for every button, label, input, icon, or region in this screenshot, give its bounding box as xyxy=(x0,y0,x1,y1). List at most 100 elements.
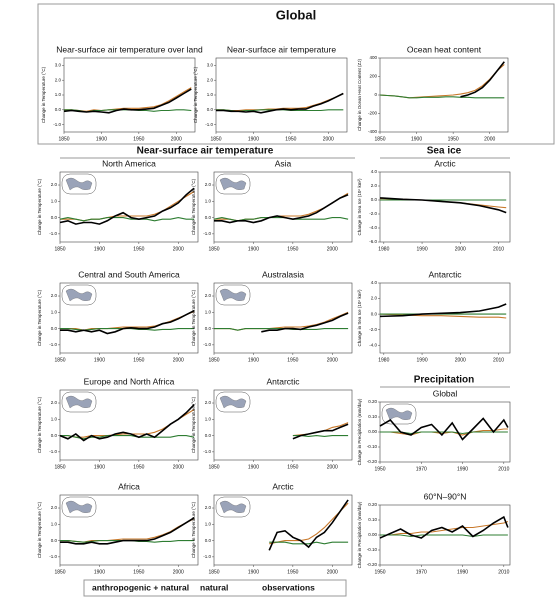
panel-title: Arctic xyxy=(272,481,294,491)
y-tick-label: -2.0 xyxy=(369,211,377,216)
series-line xyxy=(216,92,344,114)
y-tick-label: 1.0 xyxy=(51,309,58,314)
series-line xyxy=(60,517,195,545)
series-line xyxy=(379,417,509,441)
panel-title: Ocean heat content xyxy=(407,44,482,54)
region-map-land xyxy=(219,500,247,514)
y-axis-label: Change in Sea Ice (10⁶ km²) xyxy=(357,178,362,235)
y-tick-label: 3.0 xyxy=(55,63,62,68)
panel-title: Near-surface air temperature over land xyxy=(56,44,203,54)
x-tick-label: 1850 xyxy=(54,569,65,575)
x-tick-label: 2010 xyxy=(498,466,509,472)
panel-title: North America xyxy=(102,158,156,168)
y-axis-label: Change in Temperature (°C) xyxy=(191,396,196,453)
y-tick-label: 2.0 xyxy=(371,183,378,188)
x-tick-label: 1990 xyxy=(416,246,427,252)
y-tick-label: 2.0 xyxy=(371,296,378,301)
y-tick-label: 1.0 xyxy=(55,92,62,97)
plot-frame xyxy=(215,57,348,133)
y-tick-label: -1.0 xyxy=(49,554,57,559)
panel-title: Europe and North Africa xyxy=(84,376,175,386)
y-tick-label: -0.10 xyxy=(367,547,378,552)
y-axis-label: Change in Temperature (°C) xyxy=(37,396,42,453)
x-tick-label: 1950 xyxy=(374,569,385,575)
y-tick-label: 2.0 xyxy=(51,505,58,510)
panel-title: Near-surface air temperature xyxy=(227,44,336,54)
series-line xyxy=(460,61,505,98)
x-tick-label: 1950 xyxy=(285,136,296,142)
x-tick-label: 2000 xyxy=(327,569,338,575)
x-tick-label: 1950 xyxy=(287,246,298,252)
x-tick-label: 1970 xyxy=(416,569,427,575)
y-tick-label: 0.00 xyxy=(368,429,377,434)
x-tick-label: 1850 xyxy=(54,464,65,470)
x-tick-label: 2010 xyxy=(493,246,504,252)
y-axis-label: Change in Temperature (°C) xyxy=(41,66,46,123)
y-tick-label: 0 xyxy=(374,92,377,97)
x-tick-label: 1950 xyxy=(133,569,144,575)
y-tick-label: 0.0 xyxy=(371,197,378,202)
x-tick-label: 1950 xyxy=(133,357,144,363)
x-tick-label: 1950 xyxy=(287,569,298,575)
y-axis-label: Change in Temperature (°C) xyxy=(191,501,196,558)
region-map-land xyxy=(219,177,247,191)
x-tick-label: 2000 xyxy=(327,357,338,363)
y-tick-label: 0.0 xyxy=(55,107,62,112)
y-axis-label: Change in Temperature (°C) xyxy=(37,178,42,235)
panel-title: Arctic xyxy=(434,158,456,168)
legend-label: anthropogenic + natural xyxy=(92,582,189,592)
x-tick-label: 1850 xyxy=(208,569,219,575)
y-tick-label: -1.0 xyxy=(205,122,213,127)
y-tick-label: 2.0 xyxy=(205,400,212,405)
y-tick-label: -0.20 xyxy=(367,562,378,567)
y-tick-label: 0.10 xyxy=(368,414,377,419)
plot-frame xyxy=(63,57,196,133)
x-tick-label: 2010 xyxy=(493,357,504,363)
y-axis-label: Change in Temperature (°C) xyxy=(37,501,42,558)
y-tick-label: 200 xyxy=(369,74,377,79)
y-tick-label: -6.0 xyxy=(369,239,377,244)
y-tick-label: 1.0 xyxy=(207,92,214,97)
panel-title: 60°N–90°N xyxy=(424,491,467,501)
x-tick-label: 1900 xyxy=(94,569,105,575)
y-tick-label: 4.0 xyxy=(371,280,378,285)
x-tick-label: 1950 xyxy=(287,464,298,470)
y-tick-label: 0.10 xyxy=(368,517,377,522)
y-tick-label: -0.10 xyxy=(367,444,378,449)
y-axis-label: Change in Ocean Heat Content (ZJ) xyxy=(357,58,362,131)
y-tick-label: 0.0 xyxy=(371,311,378,316)
y-tick-label: 2.0 xyxy=(55,77,62,82)
y-tick-label: 2.0 xyxy=(205,505,212,510)
y-tick-label: -1.0 xyxy=(49,449,57,454)
y-tick-label: 0.0 xyxy=(51,215,58,220)
region-map-land xyxy=(219,395,247,409)
series-line xyxy=(63,88,192,114)
y-tick-label: 0.0 xyxy=(205,433,212,438)
region-map-land xyxy=(65,288,93,302)
panel-title: Australasia xyxy=(262,269,304,279)
x-tick-label: 1950 xyxy=(133,464,144,470)
y-tick-label: 2.0 xyxy=(51,293,58,298)
panel-title: Global xyxy=(433,388,458,398)
y-tick-label: -1.0 xyxy=(49,342,57,347)
heading: Sea ice xyxy=(427,146,462,157)
x-tick-label: 1900 xyxy=(94,246,105,252)
x-tick-label: 1900 xyxy=(96,136,107,142)
y-tick-label: -200 xyxy=(368,111,378,116)
x-tick-label: 2000 xyxy=(455,357,466,363)
legend-label: observations xyxy=(262,582,315,592)
y-tick-label: -1.0 xyxy=(203,554,211,559)
y-tick-label: 1.0 xyxy=(205,309,212,314)
y-axis-label: Change in Precipitation (mm/day) xyxy=(357,501,362,568)
panel-title: Antarctic xyxy=(266,376,300,386)
x-tick-label: 1980 xyxy=(378,357,389,363)
series-line xyxy=(59,187,195,225)
x-tick-label: 1970 xyxy=(416,466,427,472)
x-tick-label: 1950 xyxy=(448,136,459,142)
x-tick-label: 1900 xyxy=(248,357,259,363)
series-line xyxy=(269,541,349,545)
region-map-land xyxy=(65,395,93,409)
y-tick-label: 0.00 xyxy=(368,532,377,537)
x-tick-label: 2000 xyxy=(455,246,466,252)
